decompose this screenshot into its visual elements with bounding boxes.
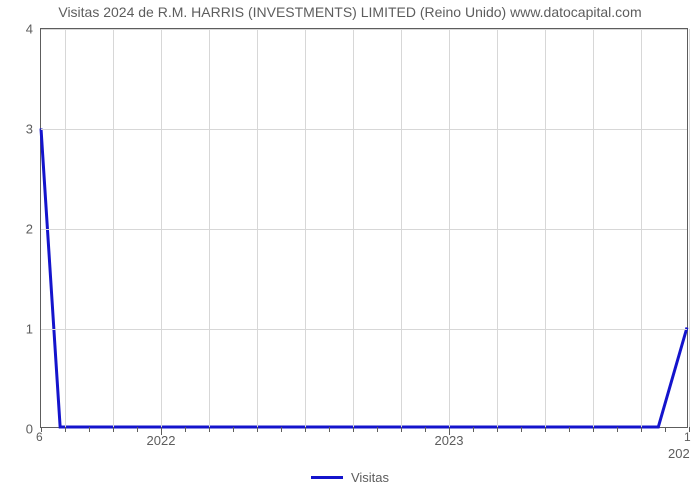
xtick-minor [665,427,666,432]
gridline-v [545,29,546,427]
ytick-label: 3 [26,122,41,137]
xtick-label: 2022 [147,427,176,448]
xtick-minor [65,427,66,432]
xtick-minor [593,427,594,432]
xtick-minor [497,427,498,432]
xtick-minor [89,427,90,432]
corner-label-right-suffix: 202 [668,446,690,461]
xtick-minor [353,427,354,432]
xtick-minor [137,427,138,432]
gridline-v [257,29,258,427]
xtick-minor [425,427,426,432]
gridline-h [41,329,687,330]
gridline-v [689,29,690,427]
xtick-minor [185,427,186,432]
legend-swatch [311,476,343,479]
legend-label: Visitas [351,470,389,485]
chart-title: Visitas 2024 de R.M. HARRIS (INVESTMENTS… [0,4,700,20]
gridline-v [305,29,306,427]
gridline-v [161,29,162,427]
xtick-minor [569,427,570,432]
xtick-minor [233,427,234,432]
corner-label-bottom-left: 6 [36,430,43,444]
xtick-minor [329,427,330,432]
corner-label-bottom-right: 1 [684,430,691,444]
chart-container: Visitas 2024 de R.M. HARRIS (INVESTMENTS… [0,0,700,500]
xtick-minor [521,427,522,432]
ytick-label: 2 [26,222,41,237]
xtick-minor [401,427,402,432]
gridline-v [449,29,450,427]
xtick-label: 2023 [435,427,464,448]
ytick-label: 4 [26,22,41,37]
xtick-minor [473,427,474,432]
gridline-v [593,29,594,427]
xtick-minor [641,427,642,432]
gridline-v [113,29,114,427]
gridline-v [353,29,354,427]
gridline-h [41,129,687,130]
ytick-label: 1 [26,322,41,337]
gridline-v [497,29,498,427]
gridline-v [641,29,642,427]
xtick-minor [545,427,546,432]
xtick-minor [617,427,618,432]
gridline-v [401,29,402,427]
xtick-minor [377,427,378,432]
xtick-minor [281,427,282,432]
xtick-minor [257,427,258,432]
xtick-minor [305,427,306,432]
gridline-v [65,29,66,427]
gridline-v [209,29,210,427]
xtick-minor [113,427,114,432]
xtick-minor [209,427,210,432]
plot-area: 0123420222023 [40,28,688,428]
gridline-h [41,29,687,30]
gridline-h [41,229,687,230]
legend: Visitas [0,470,700,485]
